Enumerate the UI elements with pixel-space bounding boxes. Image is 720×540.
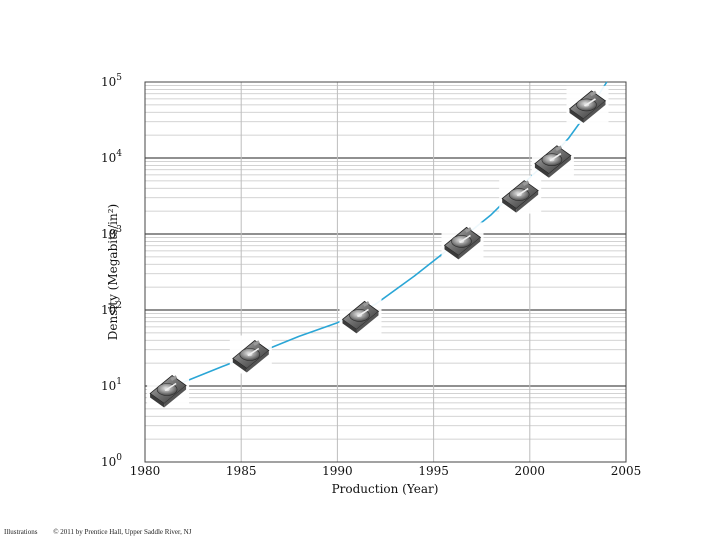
- hard-drive-icon: [565, 85, 610, 125]
- marker-layer: [146, 85, 610, 410]
- y-tick-label: 100: [101, 453, 122, 469]
- x-axis-label: Production (Year): [332, 482, 439, 496]
- x-tick-label: 1985: [226, 464, 257, 478]
- hard-drive-icon: [498, 174, 543, 215]
- gridlines: [145, 82, 626, 462]
- x-tick-label: 2005: [611, 464, 642, 478]
- y-tick-label: 101: [101, 377, 122, 393]
- x-tick-label: 1990: [322, 464, 353, 478]
- y-tick-label: 104: [101, 149, 122, 165]
- x-tick-label: 1980: [130, 464, 161, 478]
- hard-drive-icon: [338, 295, 383, 336]
- hard-drive-icon: [440, 221, 485, 262]
- y-tick-label: 105: [101, 73, 122, 89]
- y-tick-label: 102: [101, 301, 122, 317]
- footer-left: Illustrations: [4, 528, 38, 536]
- footer-right: © 2011 by Prentice Hall, Upper Saddle Ri…: [53, 528, 192, 536]
- y-axis-label: Density (Megabits/in²): [106, 204, 120, 340]
- x-tick-label: 1995: [418, 464, 449, 478]
- tick-labels: 1980 1985 1990 1995 2000 2005 100 101 102 103 104 1…: [101, 73, 641, 478]
- hard-drive-icon: [229, 334, 273, 375]
- plot-frame: [144, 81, 627, 463]
- y-tick-label: 103: [101, 225, 122, 241]
- hard-drive-icon: [146, 369, 190, 410]
- footer: Illustrations © 2011 by Prentice Hall, U…: [4, 528, 205, 536]
- hard-drive-icon: [531, 139, 575, 180]
- x-tick-label: 2000: [515, 464, 546, 478]
